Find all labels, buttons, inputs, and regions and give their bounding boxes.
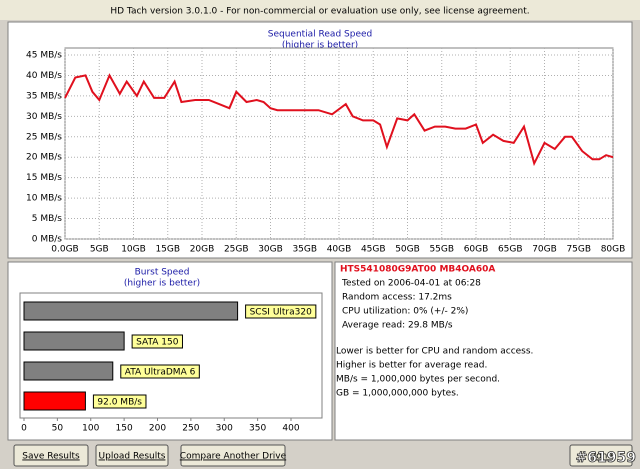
x-tick-label: 50GB [395,245,420,255]
y-tick-label: 5 MB/s [32,214,63,224]
chart-subtitle: (higher is better) [282,41,358,51]
info-line: CPU utilization: 0% (+/- 2%) [342,307,468,317]
y-tick-label: 35 MB/s [26,91,62,101]
window-title: HD Tach version 3.0.1.0 - For non-commer… [110,7,529,17]
drive-model: HTS541080G9AT00 MB4OA60A [340,265,495,275]
x-tick-label: 60GB [464,245,489,255]
x-tick-label: 15GB [155,245,180,255]
note: Lower is better for CPU and random acces… [336,347,533,357]
button-label[interactable]: Save Results [22,452,80,462]
read-speed-line [64,73,614,167]
x-tick-label: 300 [216,424,233,434]
x-tick-label: 80GB [601,245,626,255]
chart-title: Sequential Read Speed [268,30,373,40]
bar [23,391,86,411]
label-box [131,334,183,349]
label-box [92,394,147,409]
x-tick-label: 10GB [121,245,146,255]
x-tick-label: 5GB [90,245,109,255]
x-tick-label: 250 [182,424,199,434]
button[interactable] [180,444,286,467]
y-tick-label: 45 MB/s [26,51,62,61]
x-tick-label: 55GB [429,245,454,255]
x-tick-label: 25GB [224,245,249,255]
button[interactable] [13,444,89,467]
info-line: Average read: 29.8 MB/s [342,321,453,331]
note: GB = 1,000,000,000 bytes. [336,389,459,399]
x-tick-label: 75GB [566,245,591,255]
note: MB/s = 1,000,000 bytes per second. [336,375,500,385]
y-tick-label: 15 MB/s [26,173,62,183]
chart-subtitle: (higher is better) [124,279,200,289]
bar-label: 92.0 MB/s [97,398,142,408]
title-bar [0,0,640,20]
x-tick-label: 65GB [498,245,523,255]
x-tick-label: 70GB [532,245,557,255]
label-box [245,304,317,319]
x-tick-label: 50 [52,424,64,434]
x-tick-label: 100 [82,424,99,434]
button-label[interactable]: Upload Results [99,452,166,462]
bar [23,301,239,321]
x-tick-label: 200 [149,424,166,434]
y-tick-label: 10 MB/s [26,194,62,204]
x-tick-label: 30GB [258,245,283,255]
x-tick-label: 35GB [292,245,317,255]
chart-title: Burst Speed [135,268,190,278]
y-tick-label: 25 MB/s [26,132,62,142]
button-label[interactable]: Done [589,452,613,462]
info-line: Random access: 17.2ms [342,293,452,303]
bar [23,331,125,351]
x-tick-label: 45GB [361,245,386,255]
y-tick-label: 30 MB/s [26,112,62,122]
bar-label: SCSI Ultra320 [250,308,313,318]
x-tick-label: 400 [282,424,299,434]
watermark: #61959 [576,450,636,466]
y-tick-label: 20 MB/s [26,153,62,163]
x-tick-label: 0 [21,424,27,434]
x-tick-label: 350 [249,424,266,434]
x-tick-label: 150 [116,424,133,434]
button[interactable] [569,444,633,467]
x-tick-label: 40GB [327,245,352,255]
info-line: Tested on 2006-04-01 at 06:28 [341,279,481,289]
bar-label: ATA UltraDMA 6 [125,368,196,378]
info-panel [334,261,633,441]
button-label[interactable]: Compare Another Drive [180,452,287,462]
button[interactable] [95,444,169,467]
y-tick-label: 0 MB/s [32,235,63,245]
label-box [120,364,200,379]
bar [23,361,114,381]
x-tick-label: 0.0GB [51,245,78,255]
x-tick-label: 20GB [190,245,215,255]
y-tick-label: 40 MB/s [26,71,62,81]
bar-label: SATA 150 [136,338,179,348]
note: Higher is better for average read. [336,361,487,371]
